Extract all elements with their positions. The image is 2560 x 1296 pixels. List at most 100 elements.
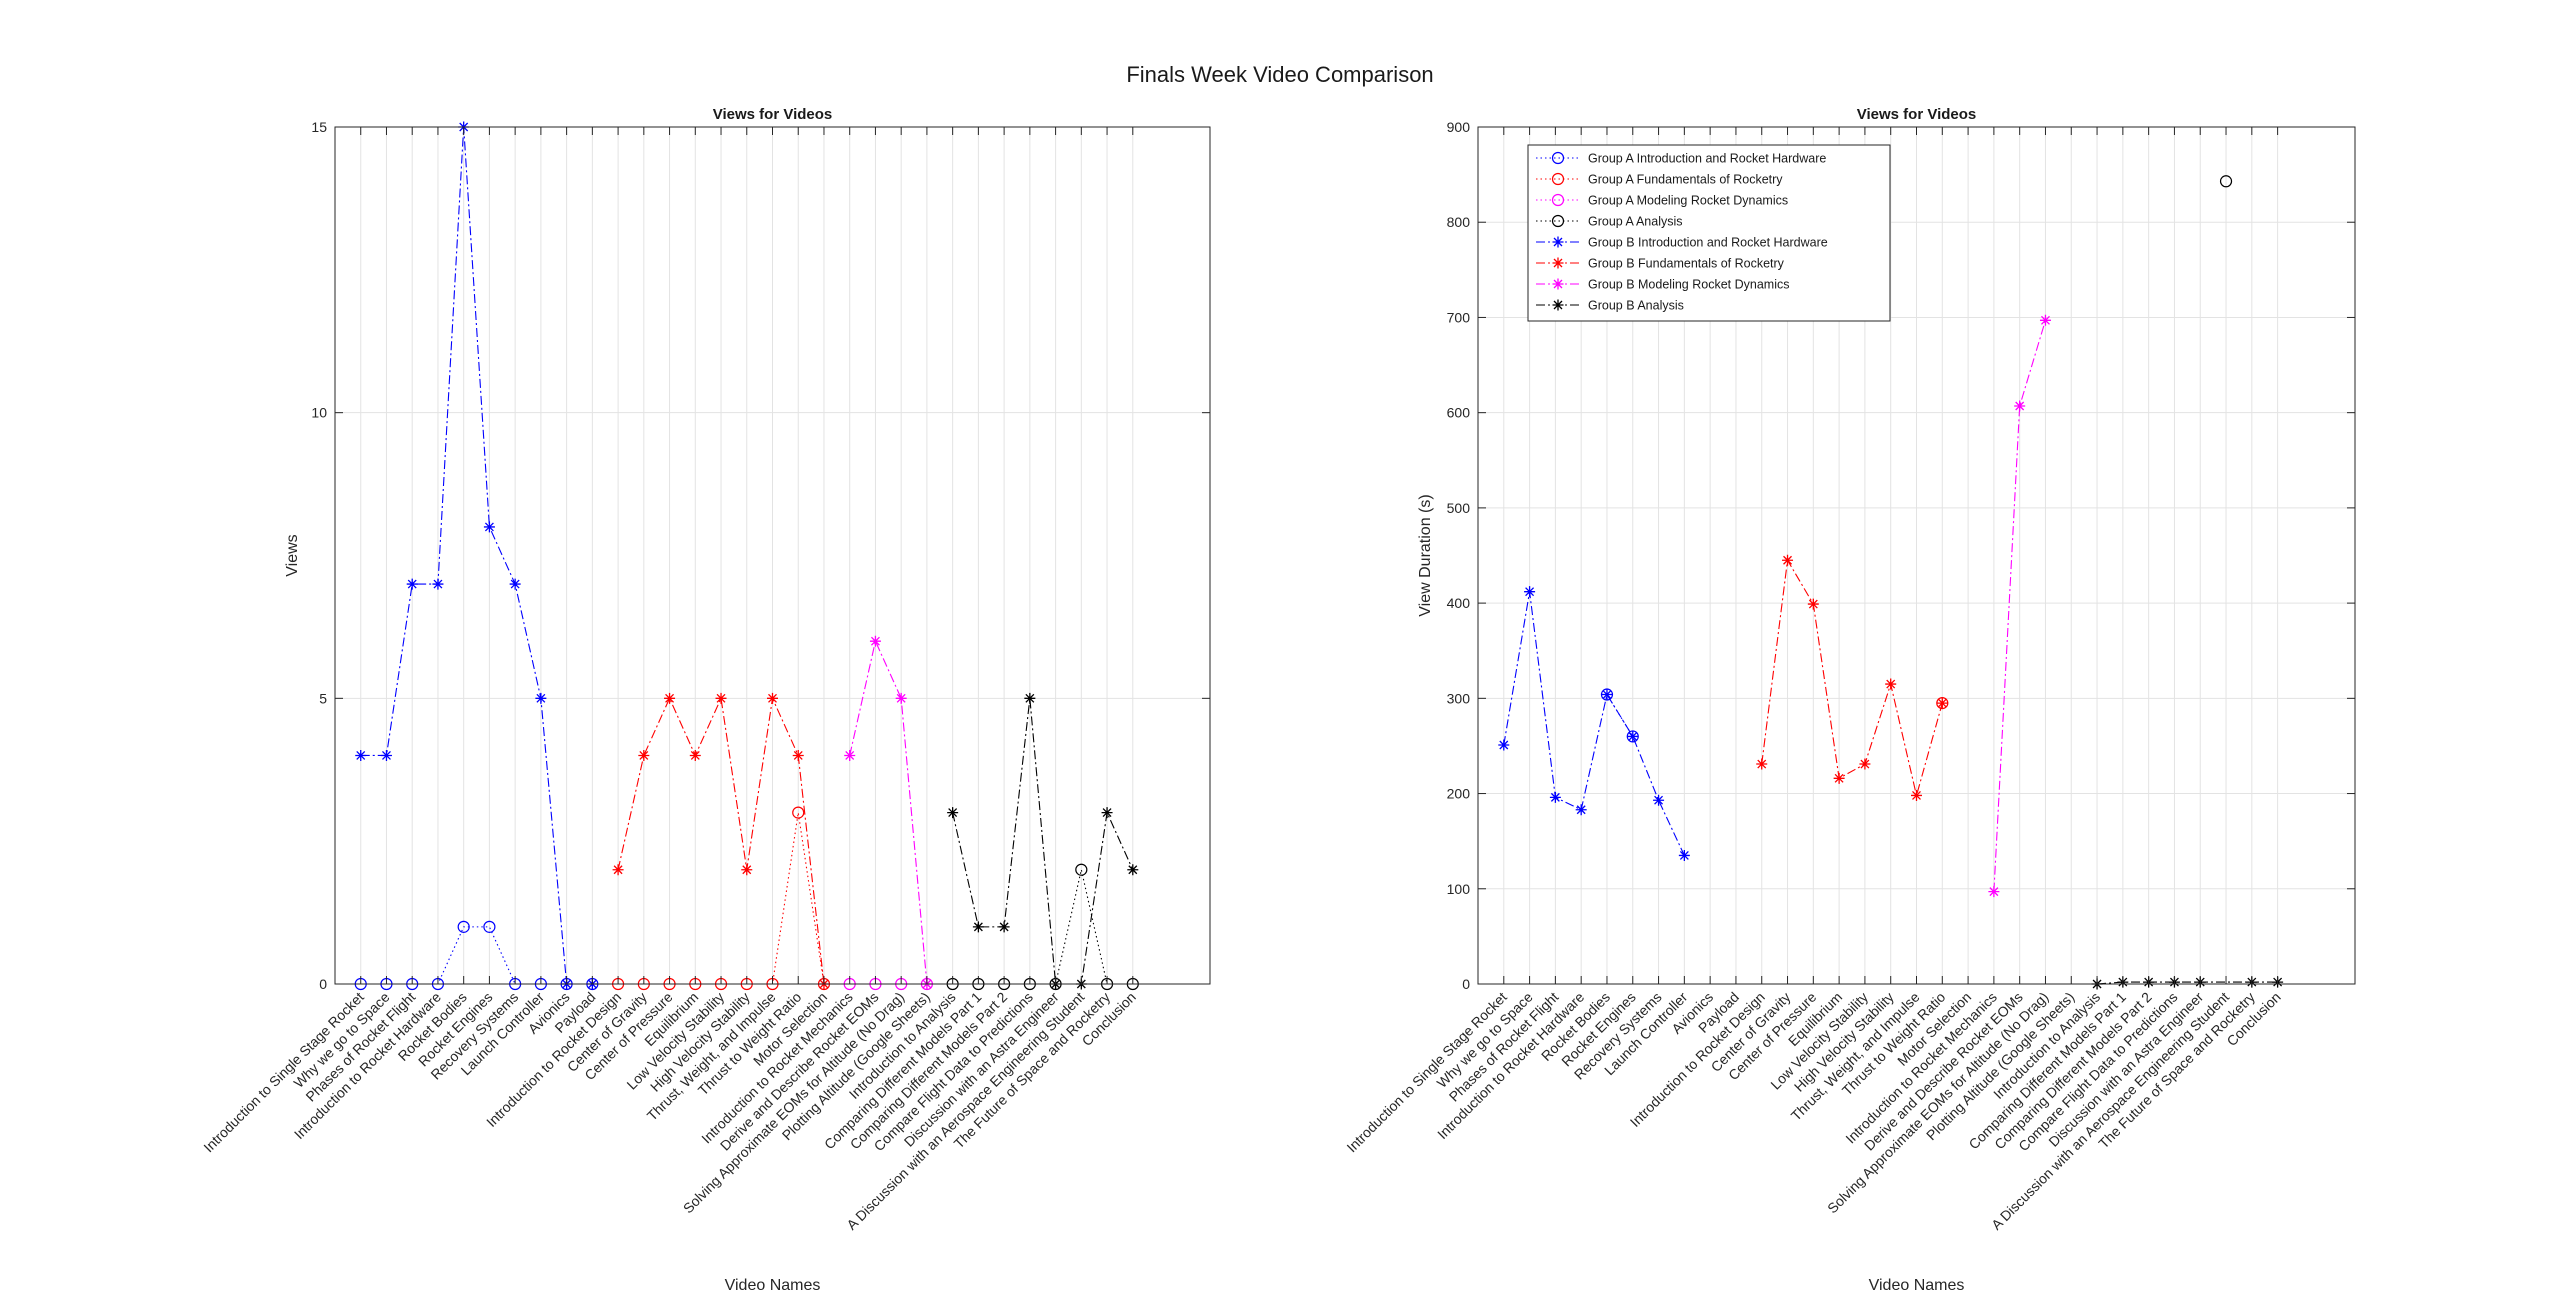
series-line <box>1503 591 1685 856</box>
data-point <box>1524 586 1536 598</box>
series-5 <box>1498 586 1690 861</box>
y-tick-label: 700 <box>1447 309 1471 325</box>
legend-marker <box>1552 278 1564 290</box>
series-6 <box>612 692 830 990</box>
data-point <box>457 920 470 933</box>
y-tick-label: 800 <box>1447 214 1471 230</box>
y-tick-label: 0 <box>319 976 327 992</box>
data-point <box>483 521 495 533</box>
legend-label: Group A Introduction and Rocket Hardware <box>1588 152 1826 166</box>
y-tick-label: 300 <box>1447 690 1471 706</box>
legend-marker <box>1551 172 1565 186</box>
y-axis-label: Views <box>284 534 301 576</box>
y-tick-label: 900 <box>1447 119 1471 135</box>
data-point <box>792 749 804 761</box>
y-tick-label: 600 <box>1447 405 1471 421</box>
data-point <box>1678 849 1690 861</box>
legend-marker <box>1551 193 1565 207</box>
data-point <box>380 749 392 761</box>
data-point <box>869 635 881 647</box>
data-point <box>947 807 959 819</box>
x-axis-label: Video Names <box>1869 1277 1965 1294</box>
legend-marker <box>1552 299 1564 311</box>
data-point <box>741 864 753 876</box>
legend-marker <box>1551 214 1565 228</box>
chart-title: Views for Videos <box>713 106 833 123</box>
legend-marker <box>1551 151 1565 165</box>
y-tick-label: 200 <box>1447 786 1471 802</box>
data-point <box>664 692 676 704</box>
legend-box <box>1527 144 1891 322</box>
data-point <box>1936 697 1948 709</box>
data-point <box>972 921 984 933</box>
data-point <box>1575 804 1587 816</box>
data-point <box>1807 598 1819 610</box>
series-line <box>1993 320 2046 892</box>
series-line <box>849 639 928 985</box>
data-point <box>1653 794 1665 806</box>
figure-title: Finals Week Video Comparison <box>1126 62 1433 87</box>
data-point <box>998 921 1010 933</box>
data-point <box>1127 864 1139 876</box>
series-line <box>1761 558 1943 796</box>
legend-marker <box>1552 236 1564 248</box>
data-point <box>1627 730 1639 742</box>
data-point <box>612 864 624 876</box>
data-point <box>844 749 856 761</box>
y-axis-label: View Duration (s) <box>1417 494 1434 616</box>
y-tick-label: 5 <box>319 690 327 706</box>
y-tick-label: 400 <box>1447 595 1471 611</box>
data-point <box>1549 791 1561 803</box>
data-point <box>2039 314 2051 326</box>
legend-label: Group A Modeling Rocket Dynamics <box>1588 194 1788 208</box>
y-tick-label: 100 <box>1447 881 1471 897</box>
data-point <box>1101 807 1113 819</box>
y-tick-label: 10 <box>311 405 327 421</box>
data-point <box>1988 886 2000 898</box>
data-point <box>535 692 547 704</box>
data-point <box>355 749 367 761</box>
series-6 <box>1756 554 1948 801</box>
data-point <box>895 692 907 704</box>
data-point <box>1859 758 1871 770</box>
chart-title: Views for Videos <box>1857 106 1977 123</box>
legend: Group A Introduction and Rocket Hardware… <box>1527 144 1891 322</box>
data-point <box>638 749 650 761</box>
data-point <box>1024 692 1036 704</box>
data-point <box>432 578 444 590</box>
legend-label: Group A Analysis <box>1588 215 1683 229</box>
y-tick-label: 15 <box>311 119 327 135</box>
data-point <box>1756 758 1768 770</box>
data-point <box>1601 689 1613 701</box>
legend-label: Group A Fundamentals of Rocketry <box>1588 173 1783 187</box>
legend-marker <box>1552 257 1564 269</box>
data-point <box>1498 739 1510 751</box>
y-tick-label: 500 <box>1447 500 1471 516</box>
data-point <box>1075 863 1088 876</box>
data-point <box>689 749 701 761</box>
legend-label: Group B Introduction and Rocket Hardware <box>1588 236 1828 250</box>
series-7 <box>1988 314 2051 898</box>
y-tick-label: 0 <box>1462 976 1470 992</box>
data-point <box>1833 772 1845 784</box>
data-point <box>509 578 521 590</box>
data-point <box>767 692 778 704</box>
data-point <box>483 920 496 933</box>
data-point <box>1885 678 1897 690</box>
legend-label: Group B Analysis <box>1588 299 1684 313</box>
data-point <box>1911 789 1922 801</box>
data-point <box>792 806 805 819</box>
duration-chart: 0100200300400500600700800900Introduction… <box>1343 106 2356 1294</box>
legend-label: Group B Modeling Rocket Dynamics <box>1588 278 1789 292</box>
series-line <box>360 126 593 985</box>
data-point <box>1782 554 1794 566</box>
series-line <box>617 696 825 985</box>
data-point <box>2014 400 2026 412</box>
x-axis-label: Video Names <box>725 1277 821 1294</box>
data-point <box>2219 175 2233 188</box>
legend-label: Group B Fundamentals of Rocketry <box>1588 257 1785 271</box>
series-4 <box>2219 175 2233 188</box>
data-point <box>715 692 727 704</box>
